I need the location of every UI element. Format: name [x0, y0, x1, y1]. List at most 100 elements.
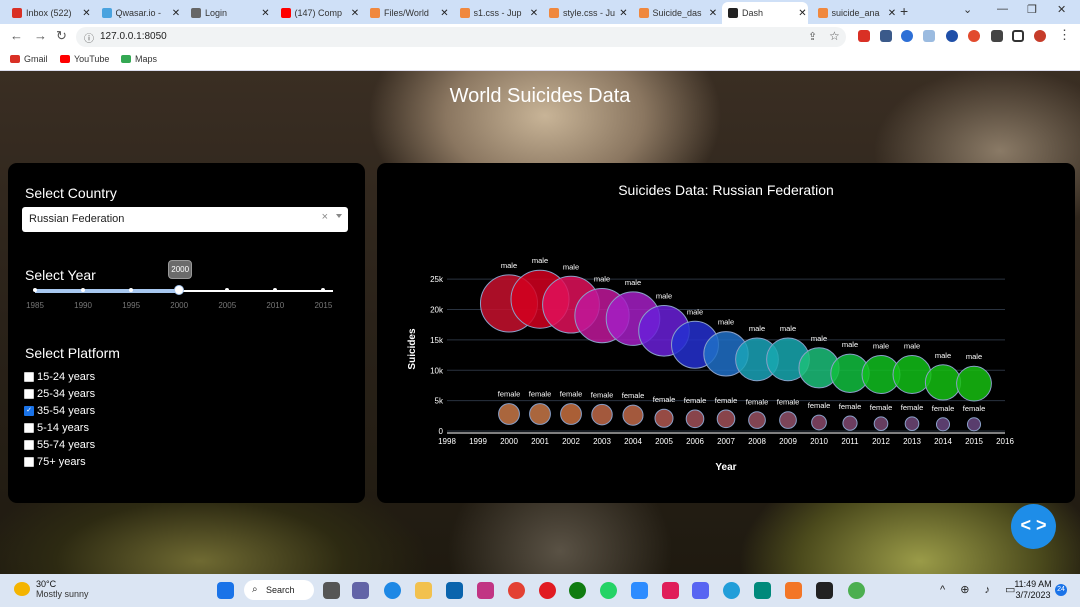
- system-tray[interactable]: ^ ⊕ ♪ ▭: [940, 584, 1022, 596]
- data-point[interactable]: [956, 365, 992, 402]
- tab-close-icon[interactable]: ✕: [350, 7, 360, 19]
- extension-icon-3[interactable]: [923, 30, 935, 42]
- taskbar-search[interactable]: ⌕ Search: [244, 580, 314, 600]
- data-point[interactable]: [904, 416, 920, 432]
- browser-tab[interactable]: Qwasar.io - ✕: [96, 2, 182, 24]
- tab-close-icon[interactable]: ✕: [440, 7, 449, 19]
- extensions-puzzle-icon[interactable]: [991, 30, 1003, 42]
- bookmark-gmail[interactable]: Gmail: [10, 54, 48, 64]
- bookmark-youtube[interactable]: YouTube: [60, 54, 109, 64]
- data-point[interactable]: [748, 411, 766, 429]
- forward-icon[interactable]: →: [34, 28, 47, 43]
- platform-option[interactable]: ✓ 35-54 years: [24, 402, 95, 419]
- platform-checkbox[interactable]: [24, 388, 34, 399]
- restore-icon[interactable]: ❐: [1027, 4, 1037, 16]
- bookmark-star-icon[interactable]: ☆: [829, 29, 840, 43]
- data-point[interactable]: [560, 403, 582, 425]
- tab-close-icon[interactable]: ✕: [887, 7, 897, 19]
- country-dropdown[interactable]: Russian Federation ×: [22, 207, 348, 232]
- opera-icon[interactable]: [539, 582, 556, 599]
- terminal-icon[interactable]: [816, 582, 833, 599]
- extension-icon-1[interactable]: [880, 30, 892, 42]
- discord-icon[interactable]: [692, 582, 709, 599]
- chrome-profile-icon[interactable]: [848, 582, 865, 599]
- jupyter-icon[interactable]: [785, 582, 802, 599]
- data-point[interactable]: [498, 403, 520, 425]
- window-close-icon[interactable]: ✕: [1057, 4, 1067, 16]
- suicides-chart[interactable]: Suicides Data: Russian Federation 0 5k 10k 1…: [377, 163, 1075, 503]
- extension-icon-2[interactable]: [901, 30, 913, 42]
- back-icon[interactable]: ←: [10, 28, 23, 43]
- data-point[interactable]: [966, 417, 982, 432]
- chrome-icon[interactable]: [508, 582, 525, 599]
- data-point[interactable]: [935, 417, 951, 432]
- browser-tab[interactable]: s1.css - Jup ✕: [454, 2, 540, 24]
- edge-icon[interactable]: [384, 582, 401, 599]
- side-panel-icon[interactable]: [1012, 30, 1024, 42]
- data-point[interactable]: [529, 403, 551, 425]
- browser-tab[interactable]: Inbox (522) ✕: [6, 2, 92, 24]
- data-point[interactable]: [892, 355, 932, 394]
- data-point[interactable]: [811, 414, 827, 431]
- tab-close-icon[interactable]: ✕: [261, 7, 270, 19]
- data-point[interactable]: [685, 409, 705, 429]
- menu-icon[interactable]: ⋮: [1058, 27, 1071, 42]
- browser-tab[interactable]: Files/World ✕: [364, 2, 450, 24]
- new-tab-icon[interactable]: +: [900, 3, 909, 19]
- task-view-icon[interactable]: [323, 582, 340, 599]
- weather-widget[interactable]: 30°C Mostly sunny: [14, 579, 89, 599]
- profile-avatar[interactable]: [1034, 30, 1046, 42]
- meet-icon[interactable]: [754, 582, 771, 599]
- instagram-icon[interactable]: [477, 582, 494, 599]
- telegram-icon[interactable]: [723, 582, 740, 599]
- chevron-down-icon[interactable]: [336, 214, 342, 218]
- browser-tab[interactable]: (147) Comp ✕: [275, 2, 361, 24]
- browser-tab[interactable]: suicide_ana ✕: [812, 2, 898, 24]
- notification-badge[interactable]: 24: [1055, 584, 1067, 596]
- platform-option[interactable]: 25-34 years: [24, 385, 95, 402]
- browser-tab[interactable]: Dash ✕: [722, 2, 808, 24]
- tab-close-icon[interactable]: ✕: [171, 7, 181, 19]
- mail-icon[interactable]: [446, 582, 463, 599]
- tab-close-icon[interactable]: ✕: [619, 7, 628, 19]
- tab-search-icon[interactable]: ⌄: [963, 4, 973, 16]
- share-icon[interactable]: ⇪: [808, 31, 818, 43]
- zoom-icon[interactable]: [631, 582, 648, 599]
- bookmark-maps[interactable]: Maps: [121, 54, 157, 64]
- platform-option[interactable]: 55-74 years: [24, 436, 95, 453]
- clear-icon[interactable]: ×: [321, 211, 328, 223]
- tab-close-icon[interactable]: ✕: [82, 7, 91, 19]
- whatsapp-icon[interactable]: [600, 582, 617, 599]
- platform-checkbox[interactable]: [24, 422, 34, 433]
- data-point[interactable]: [924, 364, 962, 401]
- pdf-extension-icon[interactable]: [858, 30, 870, 42]
- platform-checkbox[interactable]: [24, 456, 34, 467]
- minimize-icon[interactable]: —: [997, 3, 1008, 15]
- year-slider-track[interactable]: [35, 290, 333, 292]
- extension-icon-5[interactable]: [968, 30, 980, 42]
- tab-close-icon[interactable]: ✕: [708, 7, 718, 19]
- data-point[interactable]: [622, 404, 644, 426]
- platform-option[interactable]: 75+ years: [24, 453, 95, 470]
- platform-checkbox[interactable]: [24, 371, 34, 382]
- xbox-icon[interactable]: [569, 582, 586, 599]
- url-field[interactable]: ⓘ 127.0.0.1:8050 ⇪ ☆: [76, 27, 846, 47]
- data-point[interactable]: [873, 416, 889, 432]
- teams-icon[interactable]: [352, 582, 369, 599]
- data-point[interactable]: [654, 408, 674, 428]
- slack-icon[interactable]: [662, 582, 679, 599]
- browser-tab[interactable]: Suicide_das ✕: [633, 2, 719, 24]
- taskbar-clock[interactable]: 11:49 AM 3/7/2023: [1010, 579, 1056, 601]
- browser-tab[interactable]: Login ✕: [185, 2, 271, 24]
- code-toggle-button[interactable]: < >: [1011, 504, 1056, 549]
- data-point[interactable]: [779, 411, 797, 429]
- platform-checkbox[interactable]: ✓: [24, 405, 34, 416]
- platform-checkbox[interactable]: [24, 439, 34, 450]
- reload-icon[interactable]: ↻: [56, 28, 67, 43]
- tab-close-icon[interactable]: ✕: [798, 7, 807, 19]
- extension-icon-4[interactable]: [946, 30, 958, 42]
- tab-close-icon[interactable]: ✕: [529, 7, 539, 19]
- start-icon[interactable]: [217, 582, 234, 599]
- platform-option[interactable]: 5-14 years: [24, 419, 95, 436]
- platform-option[interactable]: 15-24 years: [24, 368, 95, 385]
